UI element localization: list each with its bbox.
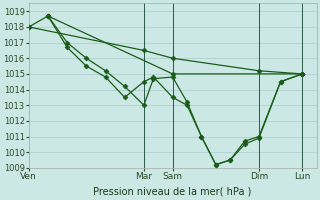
X-axis label: Pression niveau de la mer( hPa ): Pression niveau de la mer( hPa ) [93,187,252,197]
